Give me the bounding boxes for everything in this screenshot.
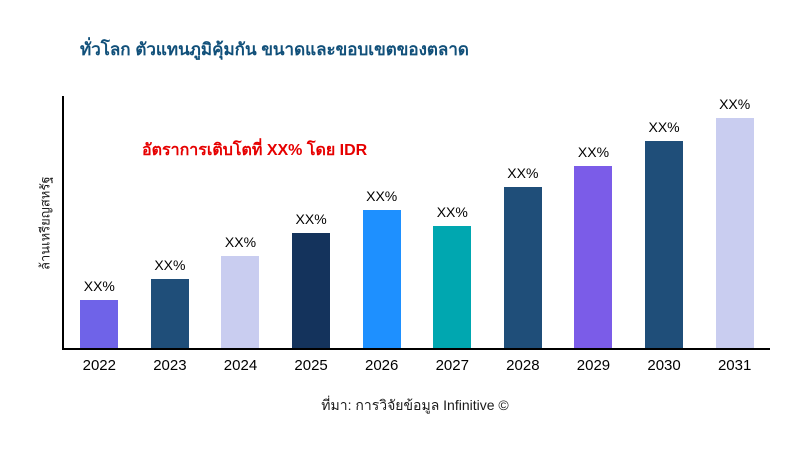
bar-2023 xyxy=(150,279,189,348)
x-tick-2026: 2026 xyxy=(364,357,399,374)
x-tick-2025: 2025 xyxy=(294,357,328,374)
bar-value-label-2029: XX% xyxy=(577,144,610,160)
plot-area: อัตราการเติบโตที่ XX% โดย IDR XX% XX% XX% X… xyxy=(62,96,770,350)
x-tick-2024: 2024 xyxy=(223,357,258,374)
bar-2024 xyxy=(221,256,260,348)
x-tick-2027: 2027 xyxy=(435,357,469,374)
bar-2025 xyxy=(292,233,331,348)
bar-2031 xyxy=(715,118,754,348)
bar-column-2025: XX% xyxy=(276,96,346,348)
bar-2029 xyxy=(574,166,613,348)
bar-value-label-2023: XX% xyxy=(154,257,186,273)
bar-value-label-2030: XX% xyxy=(648,119,680,135)
y-axis-label: ล้านเหรียญสหรัฐ xyxy=(37,176,53,270)
bar-2027 xyxy=(433,226,472,348)
chart-title: ทั่วโลก ตัวแทนภูมิคุ้มกัน ขนาดและขอบเขตข… xyxy=(80,40,469,59)
bar-column-2028: XX% xyxy=(488,96,558,348)
bar-column-2029: XX% xyxy=(558,96,628,348)
bar-column-2023: XX% xyxy=(135,96,205,348)
x-tick-2023: 2023 xyxy=(153,357,187,374)
bar-value-label-2022: XX% xyxy=(83,278,115,294)
bar-column-2026: XX% xyxy=(347,96,417,348)
x-axis-labels: 2022 2023 2024 2025 2026 2027 2028 2029 2030 2031 xyxy=(64,357,770,374)
bar-value-label-2031: XX% xyxy=(719,96,751,112)
bar-column-2031: XX% xyxy=(700,96,770,348)
bar-2028 xyxy=(503,187,542,348)
x-tick-2031: 2031 xyxy=(717,357,752,374)
plot-and-axis: อัตราการเติบโตที่ XX% โดย IDR XX% XX% XX% X… xyxy=(62,96,770,374)
x-tick-2030: 2030 xyxy=(647,357,681,374)
bar-column-2022: XX% xyxy=(64,96,134,348)
bar-value-label-2024: XX% xyxy=(224,234,257,250)
bar-2022 xyxy=(80,300,119,348)
x-tick-2028: 2028 xyxy=(506,357,540,374)
x-tick-2022: 2022 xyxy=(82,357,116,374)
bar-value-label-2026: XX% xyxy=(366,188,398,204)
bar-value-label-2027: XX% xyxy=(436,204,468,220)
bar-2026 xyxy=(362,210,401,348)
bar-2030 xyxy=(645,141,684,348)
chart-container: ล้านเหรียญสหรัฐ อัตราการเติบโตที่ XX% โด… xyxy=(28,96,770,374)
bar-column-2024: XX% xyxy=(205,96,275,348)
bar-value-label-2028: XX% xyxy=(507,165,539,181)
bars: XX% XX% XX% XX% XX% XX% XX% XX% XX% XX% xyxy=(64,96,770,348)
bar-value-label-2025: XX% xyxy=(295,211,327,227)
growth-annotation: อัตราการเติบโตที่ XX% โดย IDR xyxy=(142,142,368,159)
x-tick-2029: 2029 xyxy=(576,357,611,374)
source-caption: ที่มา: การวิจัยข้อมูล Infinitive © xyxy=(321,397,509,413)
bar-column-2030: XX% xyxy=(629,96,699,348)
bar-column-2027: XX% xyxy=(417,96,487,348)
